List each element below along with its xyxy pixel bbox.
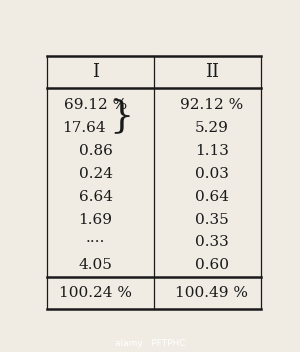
Text: I: I [92, 63, 99, 81]
Text: 5.29: 5.29 [195, 121, 229, 135]
Text: 0.24: 0.24 [79, 167, 112, 181]
Text: 0.33: 0.33 [195, 235, 229, 249]
Text: 0.35: 0.35 [195, 213, 229, 227]
Text: 100.24 %: 100.24 % [59, 286, 132, 300]
Text: 17.64: 17.64 [62, 121, 106, 135]
Text: 0.86: 0.86 [79, 144, 112, 158]
Text: 0.64: 0.64 [195, 190, 229, 204]
Text: 4.05: 4.05 [79, 258, 112, 272]
Text: 100.49 %: 100.49 % [176, 286, 248, 300]
Text: 69.12 %: 69.12 % [64, 98, 127, 112]
Text: 0.60: 0.60 [195, 258, 229, 272]
Text: 1.13: 1.13 [195, 144, 229, 158]
Text: 0.03: 0.03 [195, 167, 229, 181]
Text: 6.64: 6.64 [79, 190, 112, 204]
Text: ····: ···· [86, 235, 105, 249]
Text: 92.12 %: 92.12 % [180, 98, 244, 112]
Text: }: } [109, 99, 133, 134]
Text: alamy · PFTPHC: alamy · PFTPHC [115, 339, 185, 348]
Text: II: II [205, 63, 219, 81]
Text: 1.69: 1.69 [79, 213, 112, 227]
